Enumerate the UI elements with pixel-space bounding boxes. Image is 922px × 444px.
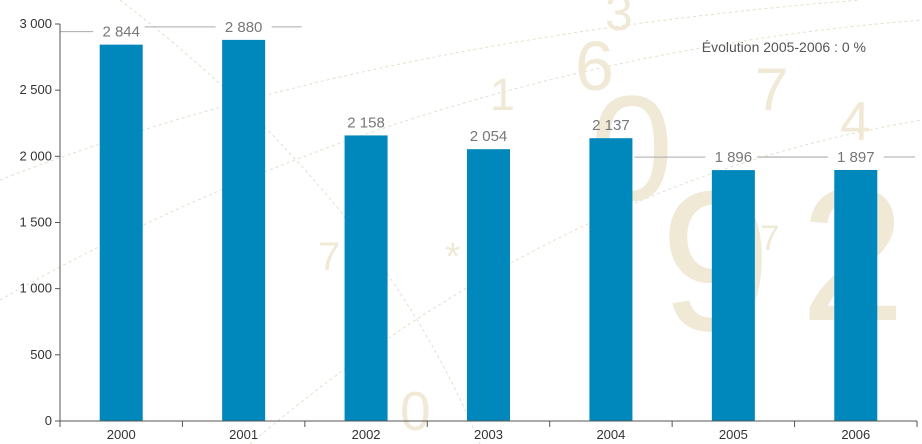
y-tick-label: 500 xyxy=(30,347,52,362)
decorative-digit: 6 xyxy=(575,27,614,105)
y-tick-label: 0 xyxy=(45,413,52,428)
data-label-2000: 2 844 xyxy=(102,24,140,41)
bar-2006 xyxy=(834,169,878,421)
x-tick-label: 2001 xyxy=(229,427,258,442)
decorative-digit: 7 xyxy=(755,56,788,123)
bar-2001 xyxy=(222,39,266,421)
y-axis-ticks: 0 500 1 000 1 500 2 000 2 500 3 000 xyxy=(19,16,60,428)
decorative-arc xyxy=(0,0,861,181)
data-label-2001: 2 880 xyxy=(225,19,263,36)
bar-2002 xyxy=(344,135,388,421)
chart-annotation: Évolution 2005-2006 : 0 % xyxy=(702,39,866,55)
bar-2003 xyxy=(467,149,510,422)
decorative-digit: 4 xyxy=(840,90,871,152)
decorative-digit: 1 xyxy=(490,69,515,120)
decorative-arc xyxy=(249,119,922,444)
y-tick-label: 2 500 xyxy=(19,82,52,97)
data-label-2004: 2 137 xyxy=(592,117,630,134)
data-label-2005: 1 896 xyxy=(715,149,753,166)
x-axis-ticks: 2000 2001 2002 2003 2004 2005 2006 xyxy=(59,421,918,442)
bar-2000 xyxy=(99,44,143,421)
x-tick-label: 2006 xyxy=(841,427,870,442)
data-label-2003: 2 054 xyxy=(470,128,508,145)
decorative-digit: * xyxy=(445,235,461,279)
x-tick-label: 2003 xyxy=(474,427,503,442)
x-tick-label: 2000 xyxy=(107,427,136,442)
data-label-2002: 2 158 xyxy=(347,114,385,131)
decorative-digit: 0 xyxy=(400,380,431,442)
y-tick-label: 2 000 xyxy=(19,148,52,163)
y-tick-label: 3 000 xyxy=(19,16,52,31)
y-tick-label: 1 500 xyxy=(19,215,52,230)
decorative-arc xyxy=(119,0,481,444)
data-label-2006: 1 897 xyxy=(837,149,875,166)
value-guide-lines xyxy=(60,26,915,158)
x-tick-label: 2002 xyxy=(352,427,381,442)
data-labels: 2 844 2 880 2 158 2 054 2 137 1 896 1 897 xyxy=(102,19,874,166)
bar-series xyxy=(99,39,878,422)
decorative-digit: 3 xyxy=(605,0,633,41)
bar-2004 xyxy=(589,138,633,421)
decorative-digit: 7 xyxy=(760,219,779,258)
decorative-digit: 7 xyxy=(318,235,340,279)
x-tick-label: 2004 xyxy=(596,427,625,442)
bar-2005 xyxy=(711,170,755,421)
y-tick-label: 1 000 xyxy=(19,281,52,296)
x-tick-label: 2005 xyxy=(719,427,748,442)
